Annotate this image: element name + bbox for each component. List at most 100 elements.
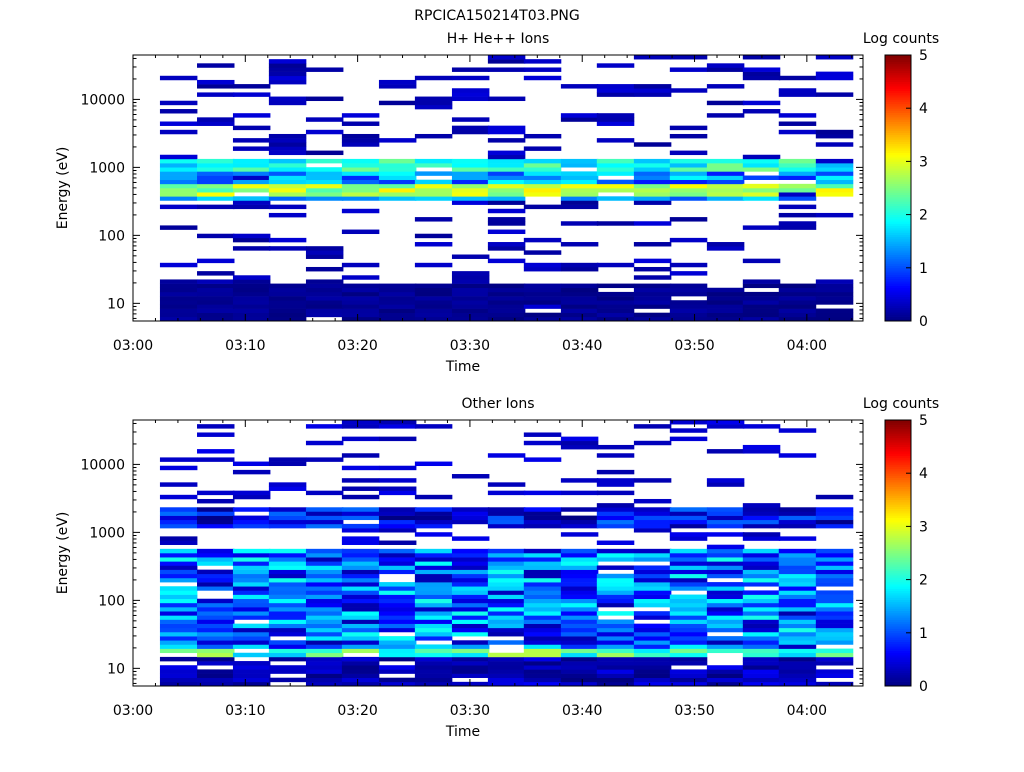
heatmap-cell: [305, 287, 344, 293]
heatmap-cell: [742, 154, 781, 160]
heatmap-cell: [268, 179, 307, 185]
heatmap-cell: [778, 511, 817, 516]
heatmap-cell: [487, 312, 526, 318]
heatmap-cell: [305, 661, 344, 666]
heatmap-cell: [341, 565, 380, 570]
heatmap-cell: [341, 179, 380, 185]
heatmap-cell: [268, 296, 307, 301]
heatmap-cell: [596, 196, 635, 201]
heatmap-cell: [487, 661, 526, 666]
heatmap-cell: [305, 67, 344, 72]
heatmap-cell: [378, 138, 417, 143]
heatmap-cell: [414, 262, 453, 268]
heatmap-cell: [305, 179, 344, 185]
heatmap-cell: [487, 192, 526, 197]
heatmap-cell: [414, 598, 453, 604]
colorbar-step: [885, 528, 911, 532]
heatmap-cell: [560, 242, 599, 247]
heatmap-cell: [560, 179, 599, 185]
heatmap-cell: [414, 673, 453, 678]
colorbar-step: [885, 650, 911, 654]
heatmap-cell: [232, 146, 271, 151]
heatmap-cell: [778, 594, 817, 600]
colorbar-step: [885, 241, 911, 244]
heatmap-cell: [596, 623, 635, 629]
y-tick-label: 100: [98, 228, 125, 244]
heatmap-cell: [669, 158, 708, 164]
heatmap-cell: [669, 565, 708, 570]
heatmap-cell: [197, 640, 235, 645]
heatmap-cell: [706, 619, 745, 624]
y-tick-label: 10000: [80, 92, 125, 108]
heatmap-cell: [669, 532, 708, 537]
heatmap-cell: [742, 557, 781, 562]
heatmap-cell: [451, 561, 490, 566]
heatmap-cell: [197, 79, 235, 85]
x-tick-label: 03:40: [562, 338, 602, 354]
colorbar-tick-label: 1: [919, 261, 928, 277]
heatmap-cell: [305, 656, 344, 662]
heatmap-cell: [742, 669, 781, 674]
heatmap-cell: [596, 503, 635, 508]
heatmap-cell: [487, 125, 526, 131]
colorbar-step: [885, 205, 911, 209]
colorbar-step: [885, 550, 911, 554]
colorbar-step: [885, 165, 911, 169]
heatmap-cell: [487, 283, 526, 289]
heatmap-cell: [633, 440, 672, 446]
heatmap-cell: [341, 312, 380, 318]
y-tick-label: 10: [107, 296, 125, 312]
heatmap-cell: [305, 548, 344, 554]
heatmap-cell: [487, 594, 526, 600]
heatmap-cell: [232, 573, 271, 579]
colorbar-step: [885, 475, 911, 479]
heatmap-cells-1: [159, 420, 854, 687]
heatmap-cell: [523, 163, 562, 168]
heatmap-cell: [815, 316, 854, 322]
colorbar-step: [885, 292, 911, 295]
heatmap-cell: [487, 316, 526, 322]
heatmap-cell: [414, 636, 453, 641]
heatmap-cell: [341, 656, 380, 662]
heatmap-cell: [197, 627, 235, 633]
heatmap-cell: [197, 300, 235, 305]
heatmap-cell: [414, 569, 453, 575]
heatmap-cell: [706, 449, 745, 454]
colorbar-step: [885, 61, 911, 65]
heatmap-cell: [341, 644, 380, 649]
heatmap-cell: [451, 619, 490, 624]
colorbar-step: [885, 435, 911, 439]
heatmap-cell: [414, 573, 453, 579]
heatmap-cell: [706, 167, 745, 172]
heatmap-cell: [305, 457, 344, 462]
heatmap-cell: [197, 271, 235, 276]
heatmap-cell: [232, 188, 271, 193]
heatmap-cell: [268, 312, 307, 318]
heatmap-cell: [560, 436, 599, 442]
heatmap-cell: [451, 316, 490, 322]
heatmap-cell: [232, 586, 271, 591]
heatmap-cell: [378, 565, 417, 570]
heatmap-cell: [378, 553, 417, 558]
colorbar-step: [885, 141, 911, 145]
heatmap-cell: [815, 619, 854, 624]
heatmap-cell: [669, 607, 708, 612]
heatmap-cell: [197, 648, 235, 654]
heatmap-cell: [451, 582, 490, 587]
colorbar-step: [885, 517, 911, 521]
heatmap-cell: [414, 217, 453, 222]
heatmap-cell: [268, 519, 307, 525]
heatmap-cell: [523, 523, 562, 529]
heatmap-cell: [268, 565, 307, 570]
heatmap-cell: [633, 507, 672, 512]
heatmap-cell: [560, 266, 599, 272]
colorbar-step: [885, 619, 911, 623]
heatmap-cell: [742, 553, 781, 558]
heatmap-cell: [378, 594, 417, 600]
heatmap-cell: [560, 569, 599, 575]
heatmap-cell: [778, 121, 817, 126]
heatmap-cell: [268, 557, 307, 562]
colorbar-step: [885, 444, 911, 447]
heatmap-cell: [815, 158, 854, 164]
